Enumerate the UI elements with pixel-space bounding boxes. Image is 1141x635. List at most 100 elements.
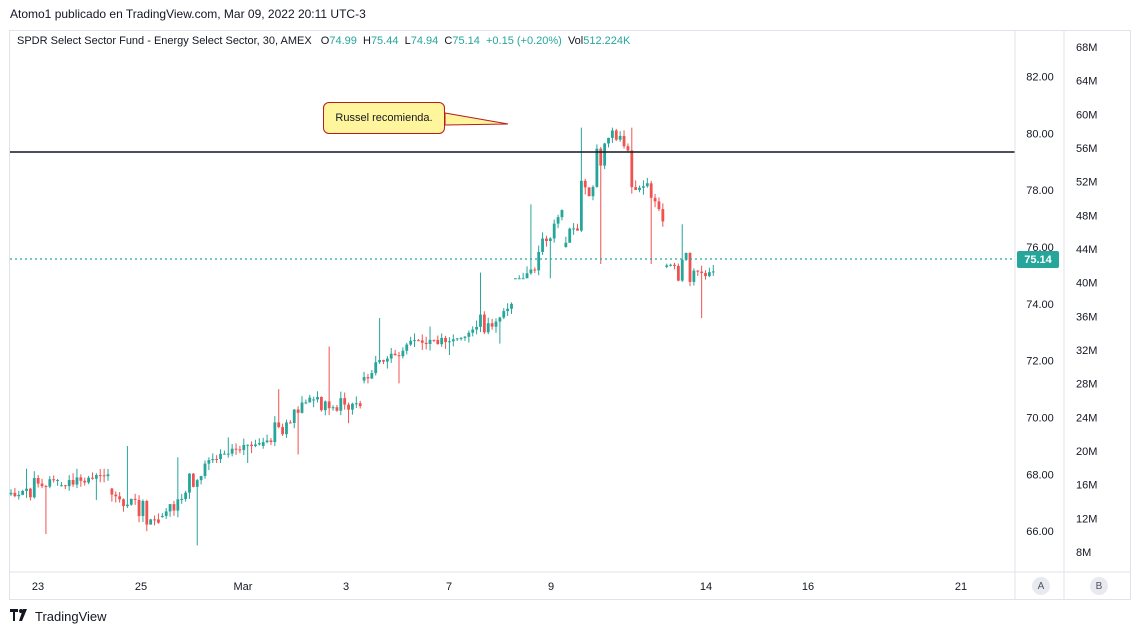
candle-body[interactable] — [242, 444, 246, 451]
candle-body[interactable] — [265, 440, 269, 443]
auto-scale-button[interactable]: A — [1032, 577, 1050, 595]
candle-body[interactable] — [358, 403, 362, 407]
candle-body[interactable] — [428, 339, 432, 345]
candle-body[interactable] — [673, 264, 676, 266]
candle-body[interactable] — [521, 278, 525, 280]
candle-body[interactable] — [153, 519, 156, 521]
candle-body[interactable] — [611, 130, 614, 138]
candle-body[interactable] — [448, 341, 451, 343]
candle-body[interactable] — [129, 498, 133, 505]
volume-scale-button[interactable]: B — [1090, 577, 1108, 595]
candle-body[interactable] — [595, 148, 599, 187]
candle-body[interactable] — [312, 399, 316, 401]
candle-body[interactable] — [277, 422, 281, 428]
candle-body[interactable] — [696, 270, 700, 272]
candle-body[interactable] — [494, 321, 498, 327]
candle-body[interactable] — [234, 448, 238, 450]
candle-body[interactable] — [572, 228, 575, 230]
candle-body[interactable] — [680, 259, 684, 281]
candle-body[interactable] — [401, 350, 405, 357]
candle-body[interactable] — [281, 427, 284, 435]
candle-body[interactable] — [75, 477, 79, 485]
candle-body[interactable] — [688, 252, 692, 282]
candle-body[interactable] — [560, 210, 564, 218]
candle-body[interactable] — [378, 360, 381, 363]
candle-body[interactable] — [98, 475, 102, 477]
candle-body[interactable] — [56, 480, 59, 482]
candle-body[interactable] — [250, 444, 253, 447]
candle-body[interactable] — [160, 515, 164, 517]
candle-body[interactable] — [21, 490, 25, 495]
candle-body[interactable] — [48, 479, 52, 487]
candle-body[interactable] — [188, 473, 191, 493]
candle-body[interactable] — [304, 402, 308, 404]
candle-body[interactable] — [634, 187, 638, 190]
candle-body[interactable] — [587, 187, 591, 197]
candle-body[interactable] — [397, 355, 401, 357]
candle-body[interactable] — [451, 339, 455, 342]
candle-body[interactable] — [118, 496, 122, 500]
candle-body[interactable] — [25, 488, 28, 491]
candle-body[interactable] — [257, 443, 261, 445]
candle-body[interactable] — [106, 474, 110, 477]
candle-body[interactable] — [292, 409, 296, 423]
candle-body[interactable] — [226, 453, 230, 455]
candle-body[interactable] — [413, 340, 416, 342]
candle-body[interactable] — [393, 353, 397, 356]
candle-body[interactable] — [684, 252, 688, 260]
candle-body[interactable] — [649, 183, 653, 198]
candle-body[interactable] — [389, 353, 393, 359]
candle-body[interactable] — [195, 480, 199, 487]
candle-body[interactable] — [568, 228, 572, 243]
candle-body[interactable] — [382, 360, 385, 362]
candle-body[interactable] — [137, 499, 141, 517]
candle-body[interactable] — [164, 511, 168, 516]
candle-body[interactable] — [285, 422, 288, 435]
candle-body[interactable] — [417, 340, 420, 342]
candle-body[interactable] — [126, 504, 129, 507]
candle-body[interactable] — [184, 492, 187, 500]
candle-body[interactable] — [207, 460, 211, 464]
candle-body[interactable] — [94, 475, 98, 479]
candle-body[interactable] — [552, 223, 556, 239]
candle-body[interactable] — [626, 146, 630, 151]
candle-body[interactable] — [409, 340, 413, 345]
candle-body[interactable] — [335, 407, 339, 411]
candle-body[interactable] — [607, 137, 610, 144]
candle-body[interactable] — [172, 504, 176, 511]
candle-body[interactable] — [638, 187, 641, 190]
candle-body[interactable] — [366, 377, 370, 379]
candle-body[interactable] — [506, 308, 510, 312]
candle-body[interactable] — [52, 479, 56, 481]
candle-body[interactable] — [622, 135, 626, 147]
candle-body[interactable] — [486, 323, 490, 333]
candle-body[interactable] — [110, 488, 114, 495]
candle-body[interactable] — [316, 396, 319, 400]
candle-body[interactable] — [564, 242, 568, 247]
candle-body[interactable] — [529, 269, 533, 274]
candle-body[interactable] — [168, 504, 172, 512]
candle-body[interactable] — [102, 475, 106, 477]
candle-body[interactable] — [211, 459, 215, 461]
candle-body[interactable] — [533, 269, 537, 271]
candle-body[interactable] — [71, 480, 75, 485]
candle-body[interactable] — [444, 337, 447, 343]
candle-body[interactable] — [60, 485, 63, 487]
candle-body[interactable] — [420, 340, 424, 343]
candle-body[interactable] — [482, 314, 486, 333]
candle-body[interactable] — [424, 342, 428, 345]
candle-body[interactable] — [308, 397, 312, 403]
candle-body[interactable] — [133, 498, 137, 500]
candle-body[interactable] — [176, 499, 180, 511]
candle-body[interactable] — [517, 278, 521, 280]
candle-body[interactable] — [599, 148, 603, 166]
candle-body[interactable] — [44, 486, 48, 488]
candle-body[interactable] — [320, 396, 323, 411]
candle-body[interactable] — [583, 180, 587, 188]
candle-body[interactable] — [63, 485, 67, 487]
candle-body[interactable] — [246, 444, 250, 446]
candle-body[interactable] — [385, 358, 389, 362]
candle-body[interactable] — [300, 402, 304, 413]
candle-body[interactable] — [630, 150, 634, 188]
